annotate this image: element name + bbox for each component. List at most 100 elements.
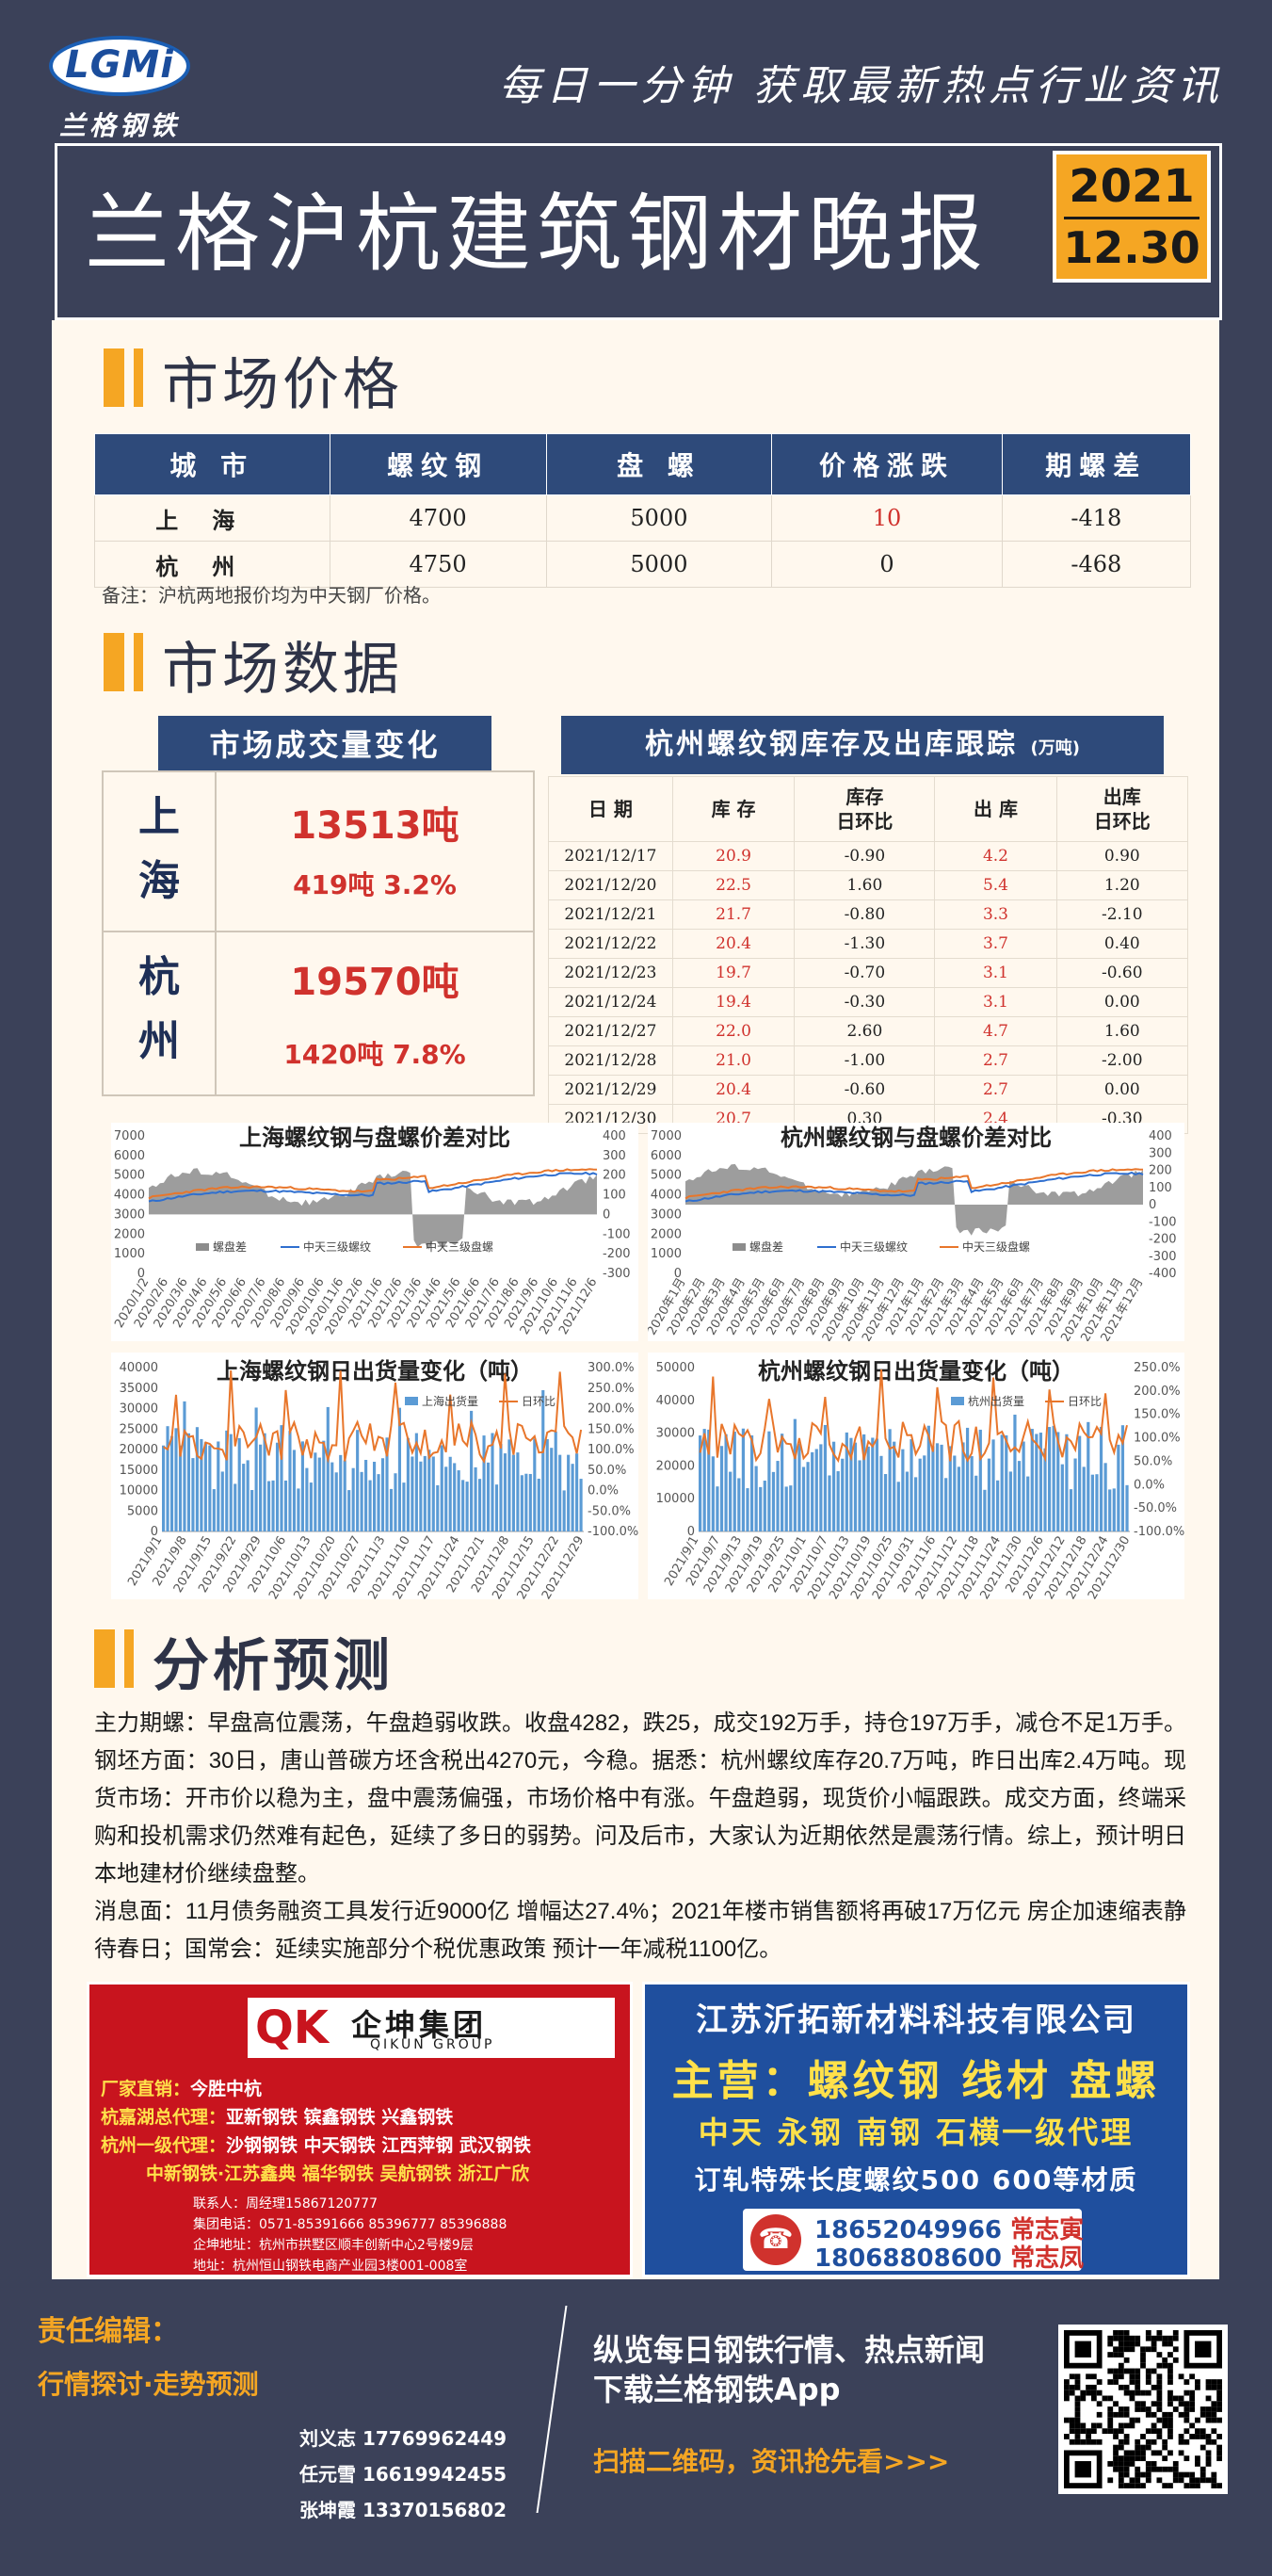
bar [516, 1452, 520, 1531]
y2-tick-label: 0 [1149, 1198, 1156, 1212]
bar [326, 1406, 330, 1531]
cell-stock: 20.4 [671, 929, 796, 959]
ad-contact: 企坤地址：杭州市拱墅区顺丰创新中心2号楼9层 [193, 2238, 474, 2253]
qr-module [1205, 2461, 1212, 2467]
qr-module [1080, 2438, 1087, 2445]
ad-value: 亚新钢铁 镔鑫钢铁 兴鑫钢铁 [226, 2107, 454, 2128]
col-header: 库存 日环比 [794, 776, 936, 842]
bar [910, 1439, 913, 1531]
series-line-coil [684, 1168, 1144, 1200]
qr-module [1145, 2406, 1151, 2412]
bar [528, 1473, 532, 1531]
qr-module [1140, 2401, 1146, 2407]
qr-module [1151, 2461, 1157, 2467]
bar [996, 1480, 1000, 1531]
ad-qikun[interactable]: QK 企坤集团 QIKUN GROUP 厂家直销：今胜中杭 杭嘉湖总代理：亚新钢… [87, 1982, 633, 2277]
bar [862, 1434, 866, 1531]
qr-module [1074, 2411, 1081, 2418]
qr-module [1205, 2477, 1212, 2484]
qr-module [1205, 2406, 1212, 2412]
qr-module [1205, 2379, 1212, 2385]
qr-module [1211, 2379, 1217, 2385]
qr-module [1118, 2471, 1124, 2478]
qr-module [1162, 2444, 1168, 2451]
cell-city: 上海 [94, 494, 330, 542]
bar [716, 1486, 719, 1531]
bar [571, 1464, 574, 1531]
bar [465, 1482, 469, 1531]
chart-hz-shipment: 杭州螺纹钢日出货量变化（吨） 50000 40000 30000 20000 10000 0… [648, 1353, 1184, 1599]
qr-module [1205, 2417, 1212, 2423]
slogan: 每日一分钟 获取最新热点行业资讯 [499, 62, 1224, 110]
y2-tick-label: 250.0% [1134, 1361, 1181, 1375]
logo-oval-icon [49, 36, 190, 96]
contact-name: 常志凤 [1010, 2244, 1085, 2273]
y-tick-label: 4000 [651, 1189, 682, 1203]
bar [453, 1463, 457, 1531]
qr-module [1172, 2406, 1179, 2412]
bar [482, 1435, 486, 1531]
qr-module [1211, 2384, 1217, 2390]
ad-label: 杭嘉湖总代理： [101, 2107, 227, 2128]
qr-module [1156, 2417, 1163, 2423]
bar [347, 1490, 351, 1531]
qr-code-icon[interactable] [1058, 2325, 1228, 2494]
qr-module [1086, 2438, 1091, 2445]
y-tick-label: 2000 [651, 1227, 682, 1241]
bar [317, 1457, 321, 1531]
qr-module [1200, 2411, 1206, 2418]
footer-cta[interactable]: 扫描二维码，资讯抢先看>>> [593, 2446, 950, 2477]
qr-module [1102, 2428, 1108, 2435]
title-frame [55, 143, 1222, 320]
bar [394, 1473, 397, 1531]
phone-number: 18068808600 [814, 2244, 1002, 2273]
bar [427, 1450, 431, 1531]
cell-outbound-change: -2.10 [1055, 899, 1189, 930]
qr-module [1118, 2422, 1124, 2429]
qr-module [1096, 2411, 1103, 2418]
bar [1022, 1441, 1025, 1531]
qr-module [1090, 2422, 1097, 2429]
bar [944, 1478, 948, 1531]
qr-module [1189, 2471, 1196, 2478]
qr-module [1167, 2395, 1173, 2402]
qr-module [1183, 2401, 1190, 2407]
qr-module [1156, 2401, 1163, 2407]
qr-module [1189, 2401, 1196, 2407]
cell-date: 2021/12/20 [548, 870, 673, 900]
qr-module [1113, 2444, 1119, 2451]
qr-module [1200, 2477, 1206, 2484]
qr-module [1156, 2434, 1163, 2439]
qr-module [1080, 2390, 1087, 2396]
qr-module [1140, 2434, 1146, 2439]
bar [229, 1434, 233, 1531]
volume-city-sh: 上 [138, 793, 180, 841]
qr-module [1113, 2368, 1119, 2374]
qr-module [1167, 2450, 1173, 2456]
qikun-mark-icon: QK [255, 2001, 329, 2054]
qr-module [1107, 2379, 1114, 2385]
qr-module [1167, 2373, 1173, 2380]
cell-stock: 21.7 [671, 899, 796, 930]
bar [186, 1433, 191, 1531]
qr-module [1151, 2341, 1157, 2347]
bar [406, 1437, 410, 1531]
bar [1035, 1434, 1039, 1531]
qr-module [1140, 2390, 1146, 2396]
qr-module [1123, 2450, 1130, 2456]
qr-module [1211, 2417, 1217, 2423]
col-header: 价格涨跌 [771, 433, 1003, 495]
bar [1078, 1435, 1082, 1531]
qr-module [1195, 2417, 1200, 2423]
ad-yituo[interactable]: 江苏沂拓新材料科技有限公司 主营：螺纹钢 线材 盘螺 中天 永钢 南钢 石横一级… [642, 1982, 1190, 2277]
qr-module [1156, 2477, 1163, 2484]
y-tick-label: 5000 [127, 1504, 158, 1518]
date-divider [1064, 217, 1200, 219]
bar [356, 1430, 360, 1531]
qr-module [1118, 2352, 1124, 2357]
qr-module [1135, 2450, 1141, 2456]
legend-label: 中天三级螺纹 [840, 1239, 908, 1254]
qr-module [1156, 2379, 1163, 2385]
qr-module [1064, 2417, 1070, 2423]
bar [1087, 1421, 1090, 1531]
